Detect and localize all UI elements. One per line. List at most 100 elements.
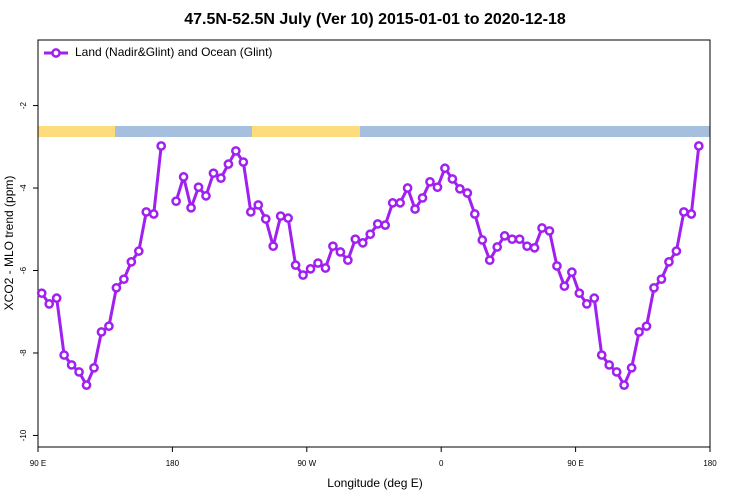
data-point xyxy=(395,198,405,208)
data-point xyxy=(619,380,629,390)
data-point xyxy=(522,241,532,252)
data-point xyxy=(693,141,704,151)
data-point xyxy=(365,229,376,240)
data-point xyxy=(141,207,152,217)
data-point xyxy=(231,146,241,156)
data-point xyxy=(469,209,480,219)
data-point xyxy=(626,362,637,373)
data-point xyxy=(335,247,346,257)
data-point xyxy=(305,264,316,274)
data-point xyxy=(574,288,585,299)
data-point xyxy=(611,367,622,377)
data-point xyxy=(275,211,286,221)
legend-marker xyxy=(51,48,61,58)
data-point xyxy=(283,213,293,223)
data-point xyxy=(671,246,682,256)
data-point xyxy=(372,219,383,229)
data-point xyxy=(126,257,137,267)
x-tick-label: 90 W xyxy=(297,459,316,468)
data-point xyxy=(447,174,458,184)
data-point xyxy=(387,198,398,208)
data-point xyxy=(350,234,361,245)
data-point xyxy=(529,242,540,253)
data-point xyxy=(552,261,562,271)
data-point xyxy=(66,360,77,370)
data-point xyxy=(216,173,226,183)
y-tick-label: -6 xyxy=(19,266,28,274)
data-point xyxy=(104,321,114,332)
data-point xyxy=(649,282,659,293)
data-point xyxy=(245,207,256,217)
y-tick-label: -2 xyxy=(19,101,28,109)
data-point xyxy=(193,182,204,193)
data-point xyxy=(208,168,219,179)
data-point xyxy=(148,209,159,219)
data-point xyxy=(656,274,667,285)
data-point xyxy=(298,270,308,280)
data-point xyxy=(507,234,517,245)
data-point xyxy=(604,360,615,370)
data-point xyxy=(679,207,689,217)
x-axis-label: Longitude (deg E) xyxy=(327,476,422,490)
series-line xyxy=(40,145,701,387)
data-point xyxy=(589,293,600,303)
data-point xyxy=(432,182,443,193)
data-point xyxy=(133,246,144,256)
land-ocean-band xyxy=(38,126,710,137)
data-point xyxy=(320,263,331,273)
data-point xyxy=(686,209,697,219)
data-point xyxy=(96,327,107,337)
data-point xyxy=(74,367,84,377)
data-point xyxy=(664,257,674,267)
x-tick-label: 180 xyxy=(703,459,717,468)
x-tick-label: 90 E xyxy=(567,459,583,468)
y-axis-label: XCO2 - MLO trend (ppm) xyxy=(2,176,16,311)
data-point xyxy=(89,362,99,373)
data-point xyxy=(201,191,211,201)
y-tick-label: -8 xyxy=(19,349,28,357)
data-point xyxy=(455,184,465,194)
data-point xyxy=(119,274,129,285)
y-tick-label: -4 xyxy=(19,184,28,192)
data-point xyxy=(171,196,181,207)
data-point xyxy=(59,350,69,360)
plot-frame xyxy=(37,39,711,448)
data-point xyxy=(178,172,189,182)
data-point xyxy=(111,282,122,293)
x-tick-label: 180 xyxy=(166,459,180,468)
data-point xyxy=(484,255,495,266)
data-point xyxy=(462,188,473,198)
data-point xyxy=(156,141,167,151)
data-point xyxy=(514,234,525,245)
data-point xyxy=(313,258,323,268)
data-point xyxy=(596,350,607,360)
y-tick-label: -10 xyxy=(19,429,28,441)
legend-label: Land (Nadir&Glint) and Ocean (Glint) xyxy=(75,45,272,59)
data-point xyxy=(260,214,271,224)
data-point xyxy=(357,238,368,248)
data-point xyxy=(544,226,555,236)
data-point xyxy=(499,231,510,241)
data-point xyxy=(402,183,413,193)
data-point xyxy=(223,159,234,169)
chart-title: 47.5N-52.5N July (Ver 10) 2015-01-01 to … xyxy=(184,11,566,28)
data-point xyxy=(253,200,264,210)
data-point xyxy=(51,293,62,303)
data-point xyxy=(440,163,450,174)
data-point xyxy=(186,202,196,213)
data-point xyxy=(477,235,488,245)
data-point xyxy=(581,299,592,309)
data-point xyxy=(410,204,420,214)
data-point xyxy=(417,193,428,203)
data-point xyxy=(492,242,503,252)
data-point xyxy=(36,288,47,299)
data-point xyxy=(81,380,92,390)
data-point xyxy=(380,220,391,230)
data-point xyxy=(634,327,644,337)
data-point xyxy=(641,321,652,332)
data-point xyxy=(425,177,435,187)
data-point xyxy=(44,299,55,309)
data-point xyxy=(567,267,577,278)
data-point xyxy=(343,255,353,266)
data-point xyxy=(268,241,279,252)
